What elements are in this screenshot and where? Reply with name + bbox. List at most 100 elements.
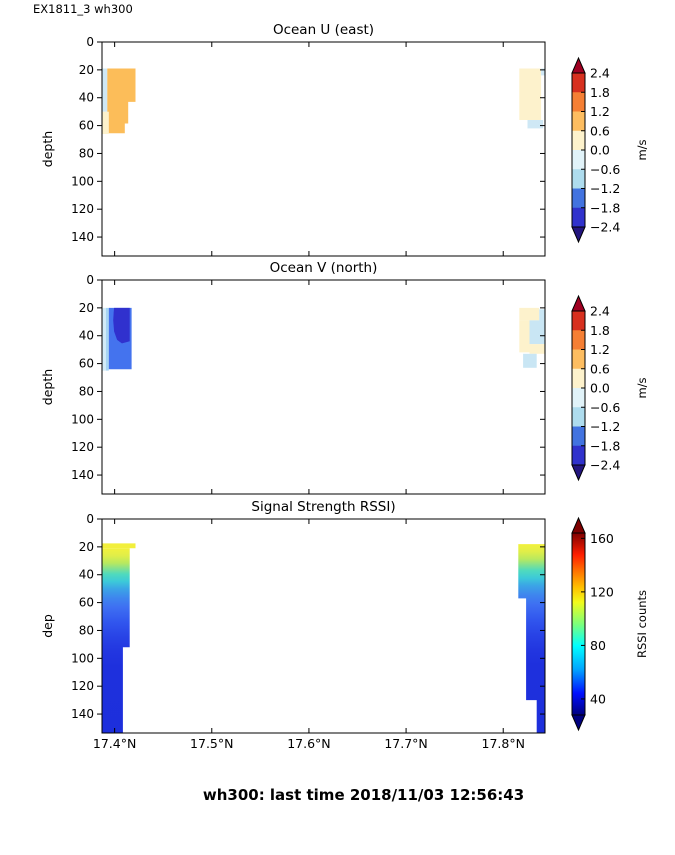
colorbar-arrow-over bbox=[571, 56, 586, 74]
y-tick-label: 80 bbox=[79, 623, 94, 637]
y-tick-label: 100 bbox=[71, 174, 94, 188]
x-tick-label: 17.5°N bbox=[190, 736, 233, 751]
y-tick-label: 20 bbox=[79, 540, 94, 554]
colorbar-tick-label: −1.2 bbox=[590, 181, 620, 196]
plot-border bbox=[101, 279, 546, 495]
v-left-lightblue-strip bbox=[105, 307, 109, 371]
y-axis-label: depth bbox=[40, 131, 55, 167]
colorbar-segment bbox=[572, 73, 585, 93]
y-axis: 0 20 40 60 80 100 120 140 bbox=[71, 273, 545, 482]
y-axis: 0 20 40 60 80 100 120 140 bbox=[71, 35, 545, 244]
colorbar-tick-label: −1.8 bbox=[590, 438, 620, 453]
y-tick-label: 60 bbox=[79, 596, 94, 610]
colorbar-tick-label: 0.0 bbox=[590, 381, 610, 396]
colorbar-tick-label: 1.8 bbox=[590, 323, 610, 338]
rssi-chart: 0 20 40 60 80 100 120 140 17.4°N 17.5°N 17.6°N 17.7… bbox=[40, 499, 649, 751]
colorbar-tick-label: 0.6 bbox=[590, 361, 610, 376]
x-tick-label: 17.6°N bbox=[287, 736, 330, 751]
colorbar-segment bbox=[572, 311, 585, 331]
plot-border bbox=[101, 518, 546, 734]
colorbar-tick-label: 0.0 bbox=[590, 143, 610, 158]
colorbar-segment bbox=[572, 130, 585, 151]
colorbar-segment bbox=[572, 426, 585, 447]
colorbar-segment bbox=[572, 111, 585, 132]
y-tick-label: 40 bbox=[79, 91, 94, 105]
colorbar-tick-label: −2.4 bbox=[590, 458, 620, 473]
colorbar: 160 120 80 40 RSSI counts bbox=[571, 516, 649, 732]
colorbar-tick-label: −1.8 bbox=[590, 200, 620, 215]
colorbar-unit-label: RSSI counts bbox=[635, 590, 649, 658]
colorbar-segment bbox=[572, 92, 585, 112]
colorbar-arrow-over bbox=[571, 294, 586, 312]
colorbar-tick-label: 40 bbox=[590, 691, 606, 706]
colorbar-arrow-over bbox=[571, 516, 586, 534]
y-tick-label: 0 bbox=[86, 35, 94, 49]
y-tick-label: 140 bbox=[71, 468, 94, 482]
colorbar-tick-label: −1.2 bbox=[590, 419, 620, 434]
y-tick-label: 140 bbox=[71, 230, 94, 244]
y-tick-label: 120 bbox=[71, 202, 94, 216]
rssi-right-column bbox=[518, 544, 545, 733]
colorbar-tick-label: 2.4 bbox=[590, 66, 610, 81]
colorbar-tick-label: 160 bbox=[590, 531, 614, 546]
x-tick-label: 17.8°N bbox=[482, 736, 525, 751]
y-tick-label: 40 bbox=[79, 568, 94, 582]
y-tick-label: 60 bbox=[79, 119, 94, 133]
v-right-lightblue-mid bbox=[529, 320, 545, 345]
colorbar-tick-label: −0.6 bbox=[590, 400, 620, 415]
y-tick-label: 0 bbox=[86, 512, 94, 526]
u-left-lightblue-strip bbox=[102, 68, 108, 112]
y-tick-label: 140 bbox=[71, 707, 94, 721]
ocean-v-chart: 0 20 40 60 80 100 120 140 Ocean V (north) depth 2.… bbox=[40, 260, 649, 495]
patch-layer bbox=[102, 307, 545, 371]
chart-title: Ocean V (north) bbox=[270, 260, 378, 276]
colorbar-segment bbox=[572, 388, 585, 408]
u-left-orange-blob bbox=[107, 68, 136, 134]
colorbar-tick-label: −0.6 bbox=[590, 162, 620, 177]
y-tick-label: 100 bbox=[71, 651, 94, 665]
colorbar-tick-label: 1.2 bbox=[590, 342, 610, 357]
colorbar-unit-label: m/s bbox=[635, 377, 649, 398]
rssi-left-yellow-cap bbox=[102, 543, 136, 549]
colorbar-arrow-under bbox=[571, 714, 586, 732]
y-axis: 0 20 40 60 80 100 120 140 bbox=[71, 512, 545, 721]
patch-layer bbox=[102, 543, 545, 733]
u-left-cream-strip bbox=[102, 111, 109, 134]
colorbar-tick-label: 80 bbox=[590, 638, 606, 653]
y-tick-label: 60 bbox=[79, 357, 94, 371]
v-right-cream-left bbox=[519, 320, 530, 353]
v-right-cream-bottom bbox=[529, 344, 545, 354]
v-right-cream-top bbox=[519, 307, 540, 321]
colorbar-segment bbox=[572, 188, 585, 209]
rssi-left-column bbox=[102, 548, 130, 733]
u-right-lightblue-bottom bbox=[527, 120, 544, 129]
colorbar-segment bbox=[572, 407, 585, 427]
y-tick-label: 120 bbox=[71, 440, 94, 454]
x-tick-label: 17.7°N bbox=[384, 736, 427, 751]
x-axis bbox=[114, 42, 504, 256]
colorbar-tick-label: 1.8 bbox=[590, 85, 610, 100]
colorbar: 2.4 1.8 1.2 0.6 0.0 −0.6 −1.2 −1.8 −2.4 m/s bbox=[571, 294, 649, 482]
chart-title: Signal Strength RSSI) bbox=[251, 499, 395, 515]
colorbar-tick-label: 1.2 bbox=[590, 104, 610, 119]
colorbar-segment bbox=[572, 169, 585, 189]
y-axis-label: depth bbox=[40, 369, 55, 405]
colorbar-arrow-under bbox=[571, 226, 586, 244]
colorbar-segment bbox=[572, 207, 585, 228]
y-tick-label: 100 bbox=[71, 412, 94, 426]
colorbar-tick-label: 2.4 bbox=[590, 304, 610, 319]
colorbar-segment bbox=[572, 330, 585, 350]
ocean-u-chart: 0 20 40 60 80 100 120 140 Ocean U (east) depth 2.4… bbox=[40, 22, 649, 257]
colorbar-tick-label: 0.6 bbox=[590, 123, 610, 138]
y-axis-label: dep bbox=[40, 614, 55, 638]
plot-border bbox=[101, 41, 546, 257]
colorbar-segment bbox=[572, 349, 585, 370]
colorbar-segment bbox=[572, 150, 585, 170]
colorbar: 2.4 1.8 1.2 0.6 0.0 −0.6 −1.2 −1.8 −2.4 m/s bbox=[571, 56, 649, 244]
colorbar-tick-label: 120 bbox=[590, 584, 614, 599]
v-left-darkblue-blob bbox=[113, 307, 130, 344]
x-tick-label: 17.4°N bbox=[93, 736, 136, 751]
colorbar-gradient bbox=[572, 533, 585, 715]
